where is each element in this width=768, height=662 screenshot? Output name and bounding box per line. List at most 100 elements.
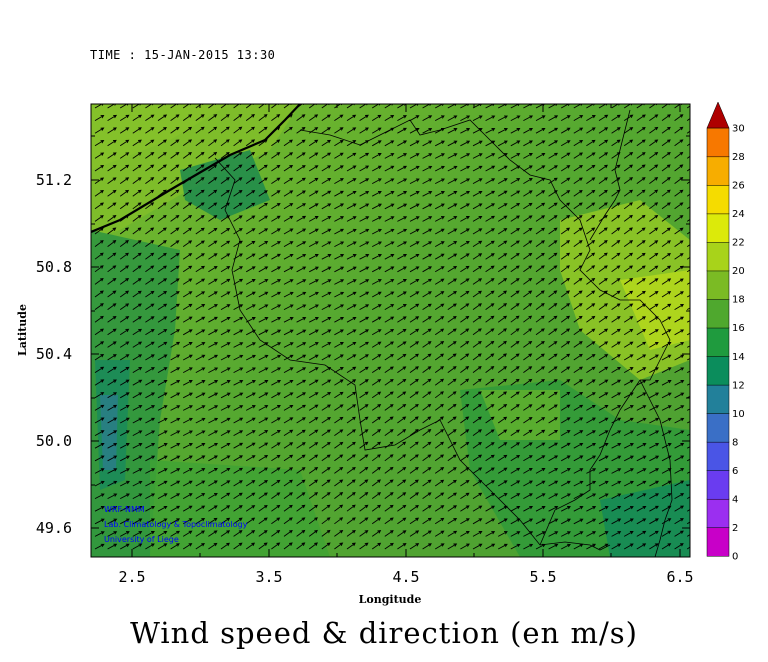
wind-arrow bbox=[460, 492, 470, 499]
wind-arrow bbox=[409, 517, 420, 525]
wind-arrow bbox=[472, 165, 483, 172]
wind-arrow bbox=[359, 542, 369, 550]
speed-patch-west-lowest bbox=[100, 395, 118, 470]
wind-arrow bbox=[560, 127, 571, 134]
wind-arrow bbox=[384, 266, 395, 273]
wind-arrow bbox=[460, 278, 470, 285]
wind-arrow bbox=[258, 126, 268, 134]
wind-arrow bbox=[334, 241, 345, 247]
wind-arrow bbox=[208, 329, 219, 336]
wind-arrow bbox=[170, 379, 181, 386]
wind-arrow bbox=[296, 404, 307, 411]
wind-arrow bbox=[119, 405, 130, 411]
wind-arrow bbox=[371, 191, 382, 197]
wind-arrow bbox=[245, 279, 256, 285]
colorbar-label: 14 bbox=[732, 352, 745, 363]
wind-arrow bbox=[296, 177, 306, 184]
wind-arrow bbox=[157, 392, 168, 399]
wind-arrow bbox=[384, 441, 394, 449]
wind-arrow bbox=[346, 341, 357, 348]
wind-arrow bbox=[384, 140, 395, 147]
wind-arrow bbox=[472, 543, 483, 550]
wind-arrow bbox=[636, 126, 646, 134]
wind-arrow bbox=[195, 342, 206, 348]
wind-arrow bbox=[346, 228, 357, 235]
wind-arrow bbox=[271, 329, 282, 336]
wind-arrow bbox=[308, 266, 319, 273]
wind-field bbox=[91, 104, 690, 557]
wind-arrow bbox=[523, 240, 533, 247]
wind-arrow bbox=[623, 505, 634, 512]
wind-arrow bbox=[548, 543, 559, 550]
wind-arrow bbox=[447, 467, 457, 474]
wind-arrow bbox=[170, 114, 180, 121]
wind-arrow bbox=[334, 379, 344, 386]
wind-arrow bbox=[107, 290, 117, 298]
wind-arrow bbox=[661, 227, 671, 235]
wind-arrow bbox=[460, 328, 470, 336]
wind-arrow bbox=[271, 479, 281, 487]
wind-arrow bbox=[145, 316, 155, 323]
wind-arrow bbox=[145, 493, 156, 499]
wind-arrow bbox=[308, 329, 319, 336]
wind-arrow bbox=[346, 165, 357, 172]
wind-arrow bbox=[245, 342, 256, 348]
wind-arrow bbox=[535, 152, 546, 159]
wind-arrow bbox=[245, 228, 256, 235]
wind-arrow bbox=[308, 152, 319, 159]
wind-arrow bbox=[308, 429, 319, 436]
wind-arrow bbox=[636, 303, 646, 310]
wind-arrow bbox=[371, 216, 382, 222]
wind-arrow bbox=[510, 404, 520, 411]
wind-arrow bbox=[447, 165, 458, 172]
wind-arrow bbox=[119, 506, 130, 512]
wind-arrow bbox=[560, 104, 570, 109]
wind-arrow bbox=[472, 315, 482, 323]
wind-arrow bbox=[245, 215, 256, 222]
wind-arrow bbox=[573, 104, 583, 109]
wind-arrow bbox=[359, 241, 370, 247]
wind-arrow bbox=[271, 190, 281, 197]
wind-arrow bbox=[636, 354, 647, 361]
wind-arrow bbox=[321, 254, 332, 260]
wind-arrow bbox=[485, 178, 496, 184]
wind-arrow bbox=[649, 316, 659, 323]
wind-arrow bbox=[460, 467, 470, 474]
wind-arrow bbox=[686, 218, 690, 222]
wind-arrow bbox=[649, 480, 660, 487]
wind-arrow bbox=[434, 228, 445, 235]
wind-arrow bbox=[422, 429, 432, 436]
wind-arrow bbox=[649, 240, 659, 247]
wind-arrow bbox=[384, 241, 395, 247]
wind-arrow bbox=[560, 202, 571, 210]
wind-arrow bbox=[636, 214, 646, 222]
wind-arrow bbox=[548, 353, 558, 361]
wind-arrow bbox=[145, 303, 155, 310]
wind-arrow bbox=[636, 405, 647, 411]
wind-arrow bbox=[195, 329, 206, 336]
wind-arrow bbox=[157, 468, 168, 474]
wind-arrow bbox=[271, 114, 281, 121]
wind-arrow bbox=[485, 353, 495, 361]
wind-arrow bbox=[170, 518, 180, 525]
wind-arrow bbox=[686, 244, 690, 247]
wind-arrow bbox=[308, 254, 319, 260]
wind-arrow bbox=[422, 441, 432, 449]
wind-arrow bbox=[573, 152, 583, 159]
wind-arrow bbox=[157, 265, 167, 273]
wind-arrow bbox=[145, 240, 155, 247]
wind-arrow bbox=[535, 518, 546, 525]
wind-arrow bbox=[94, 252, 104, 260]
wind-arrow bbox=[548, 341, 558, 348]
wind-arrow bbox=[409, 441, 419, 449]
wind-arrow bbox=[334, 492, 344, 499]
wind-arrow bbox=[674, 354, 685, 361]
wind-arrow bbox=[598, 240, 608, 247]
wind-arrow bbox=[208, 278, 218, 285]
wind-arrow bbox=[548, 417, 558, 424]
wind-arrow bbox=[359, 479, 369, 487]
wind-arrow bbox=[233, 126, 243, 134]
wind-arrow bbox=[447, 479, 457, 487]
wind-arrow bbox=[271, 253, 281, 260]
wind-arrow bbox=[623, 531, 634, 537]
